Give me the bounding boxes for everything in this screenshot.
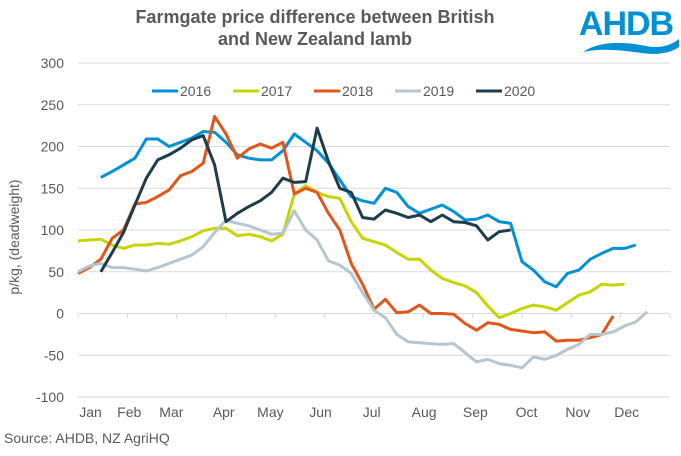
y-tick-label: -100 xyxy=(36,389,64,405)
x-tick-label: Feb xyxy=(117,404,141,420)
legend-item-2018: 2018 xyxy=(314,83,373,99)
legend-label: 2016 xyxy=(180,83,211,99)
chart-title: Farmgate price difference between Britis… xyxy=(80,6,550,50)
x-tick-label: Dec xyxy=(614,404,639,420)
y-tick-label: 150 xyxy=(41,180,65,196)
series-line-2017 xyxy=(77,184,625,320)
x-tick-label: Nov xyxy=(565,404,590,420)
x-tick-label: Jan xyxy=(79,404,102,420)
y-tick-label: 50 xyxy=(48,264,64,280)
x-axis-ticks: Jan Feb Mar Apr May Jun Jul Aug Sep Oct Nov Dec xyxy=(79,404,639,420)
legend-item-2017: 2017 xyxy=(233,83,292,99)
series-line-2018 xyxy=(77,114,615,343)
source-note: Source: AHDB, NZ AgriHQ xyxy=(4,430,170,446)
legend-item-2016: 2016 xyxy=(152,83,211,99)
legend-label: 2019 xyxy=(423,83,454,99)
chart-title-line-1: Farmgate price difference between Britis… xyxy=(135,7,495,27)
chart-title-line-2: and New Zealand lamb xyxy=(217,29,413,49)
y-tick-label: 0 xyxy=(56,306,64,322)
y-tick-label: 300 xyxy=(41,55,65,71)
legend: 2016 2017 2018 2019 2020 xyxy=(152,83,535,99)
y-tick-label: 200 xyxy=(41,139,65,155)
x-tick-label: Oct xyxy=(516,404,538,420)
ahdb-logo: AHDB xyxy=(579,5,679,54)
x-tick-label: Jun xyxy=(309,404,332,420)
legend-item-2020: 2020 xyxy=(476,83,535,99)
y-tick-label: -50 xyxy=(44,347,64,363)
legend-label: 2017 xyxy=(261,83,292,99)
x-tick-label: Jul xyxy=(363,404,381,420)
series-line-2019 xyxy=(77,209,649,370)
x-tick-label: Sep xyxy=(463,404,488,420)
x-tick-label: Mar xyxy=(159,404,183,420)
gridlines xyxy=(77,62,671,398)
legend-label: 2018 xyxy=(342,83,373,99)
series-line-2016 xyxy=(100,130,637,289)
series-lines xyxy=(77,114,649,370)
y-axis-label: p/kg, (deadweight) xyxy=(6,179,22,294)
series-line-2020 xyxy=(99,126,511,273)
ahdb-logo-text: AHDB xyxy=(579,5,674,43)
legend-label: 2020 xyxy=(504,83,535,99)
y-axis-ticks: 300 250 200 150 100 50 0 -50 -100 xyxy=(36,55,64,405)
x-tick-label: Aug xyxy=(412,404,437,420)
x-tick-label: Apr xyxy=(213,404,235,420)
legend-item-2019: 2019 xyxy=(395,83,454,99)
ahdb-logo-wave xyxy=(583,39,679,54)
y-tick-label: 250 xyxy=(41,97,65,113)
y-tick-label: 100 xyxy=(41,222,65,238)
x-tick-label: May xyxy=(257,404,283,420)
